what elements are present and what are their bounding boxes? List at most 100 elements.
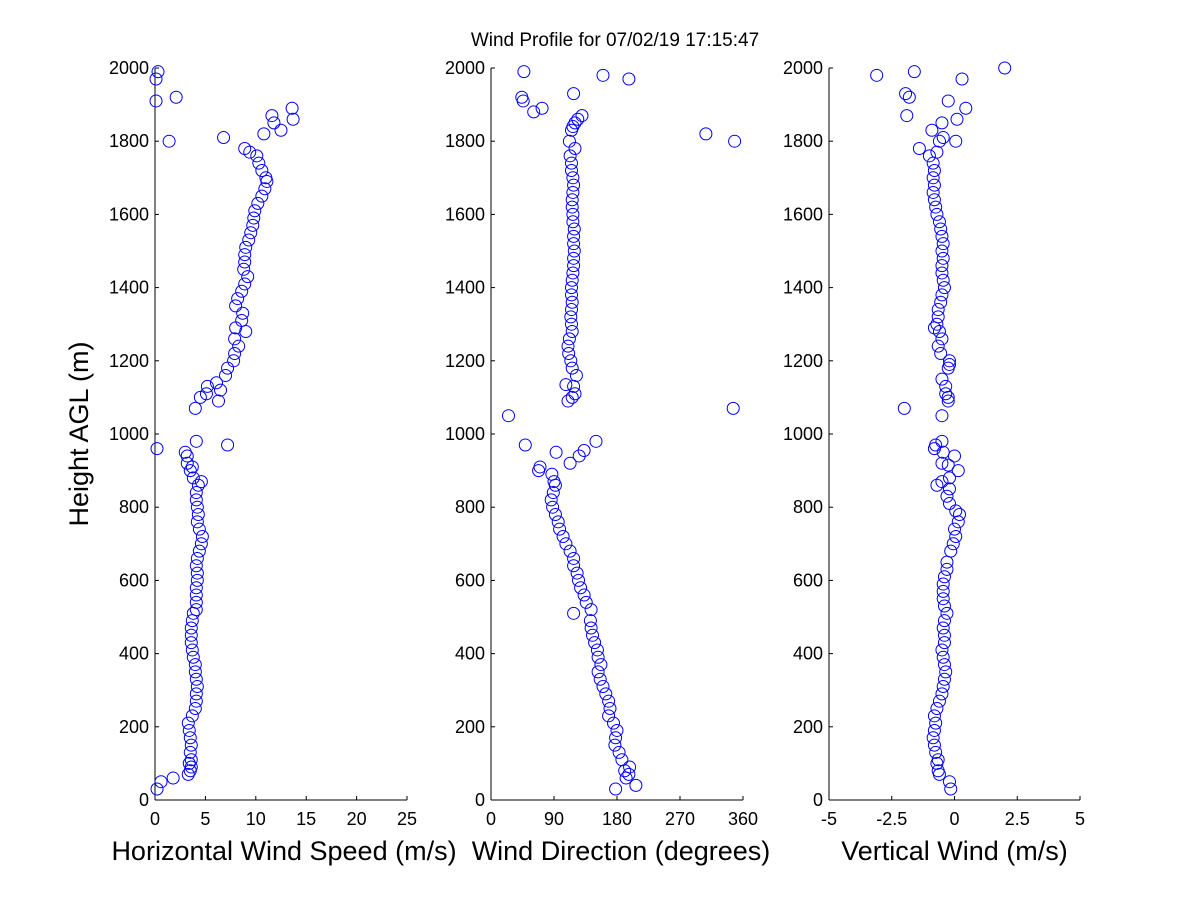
speed-x-tick-label: 25 — [397, 809, 417, 829]
speed-data-point — [184, 628, 198, 642]
direction-data-point — [565, 193, 579, 207]
vertical-wind-data-point — [897, 401, 911, 415]
vertical-wind-data-point — [946, 537, 960, 551]
speed-data-point — [219, 368, 233, 382]
speed-data-point — [265, 109, 279, 123]
direction-data-point — [566, 266, 580, 280]
speed-data-point — [185, 709, 199, 723]
speed-data-point — [238, 255, 252, 269]
direction-data-point — [565, 325, 579, 339]
vertical-wind-data-point — [944, 782, 958, 796]
speed-data-point — [169, 90, 183, 104]
direction-y-tick-label: 0 — [475, 790, 485, 810]
direction-x-tick-label: 360 — [728, 809, 758, 829]
speed-data-point — [184, 760, 198, 774]
direction-data-point — [565, 200, 579, 214]
direction-y-tick-label: 400 — [455, 644, 485, 664]
vertical-wind-data-point — [936, 650, 950, 664]
speed-data-point — [200, 379, 214, 393]
vertical-wind-data-point — [937, 672, 951, 686]
speed-data-point — [247, 211, 261, 225]
vertical-wind-data-point — [948, 522, 961, 536]
vertical-wind-data-point — [932, 215, 946, 229]
direction-data-point — [728, 134, 742, 148]
speed-data-point — [228, 332, 242, 346]
vertical-wind-data-point — [936, 445, 950, 459]
vertical-wind-data-point — [930, 207, 944, 221]
vertical-wind-data-point — [929, 438, 943, 452]
speed-data-point — [194, 537, 208, 551]
speed-data-point — [183, 731, 197, 745]
vertical-wind-data-point — [934, 346, 948, 360]
vertical-wind-data-point — [927, 178, 941, 192]
direction-data-point — [563, 544, 577, 558]
speed-data-point — [231, 292, 245, 306]
vertical-wind-data-point — [940, 606, 954, 620]
speed-data-point — [186, 606, 200, 620]
figure-title: Wind Profile for 07/02/19 17:15:47 — [470, 30, 760, 51]
vertical-wind-data-point — [937, 281, 951, 295]
vertical-wind-data-point — [936, 237, 950, 251]
vertical-wind-data-point — [929, 716, 943, 730]
vertical-wind-data-point — [941, 394, 955, 408]
speed-data-point — [182, 756, 196, 770]
speed-data-point — [190, 680, 204, 694]
direction-data-point — [588, 636, 602, 650]
speed-data-point — [189, 694, 203, 708]
vertical-wind-x-tick-label: 0 — [949, 809, 959, 829]
speed-data-point — [285, 101, 299, 115]
direction-data-point — [565, 390, 579, 404]
vertical-wind-data-point — [935, 332, 949, 346]
speed-data-point — [181, 716, 195, 730]
direction-data-point — [553, 522, 567, 536]
direction-data-point — [566, 185, 580, 199]
vertical-wind-data-point — [931, 310, 945, 324]
vertical-wind-panel: 0 200 400 600 800 1000 1200 1400 1600 1800 2000 -5 -… — [783, 58, 1085, 866]
direction-data-point — [546, 500, 560, 514]
speed-data-point — [149, 94, 163, 108]
speed-data-point — [189, 581, 203, 595]
direction-data-point — [590, 643, 604, 657]
direction-data-point — [602, 709, 616, 723]
vertical-wind-data-point — [930, 702, 944, 715]
vertical-wind-y-tick-label: 1400 — [783, 278, 823, 298]
direction-data-point — [567, 222, 581, 236]
vertical-wind-data-point — [936, 592, 950, 606]
speed-y-tick-label: 1200 — [109, 351, 149, 371]
vertical-wind-data-point — [936, 251, 950, 265]
direction-y-tick-label: 2000 — [445, 58, 485, 78]
vertical-wind-data-point — [927, 193, 941, 207]
speed-data-point — [185, 643, 199, 657]
direction-data-point — [518, 438, 532, 452]
vertical-wind-y-tick-label: 600 — [793, 570, 823, 590]
direction-data-point — [544, 493, 558, 507]
speed-data-point — [274, 123, 288, 137]
direction-data-point — [565, 281, 578, 295]
vertical-wind-y-tick-label: 800 — [793, 497, 823, 517]
speed-data-point — [181, 767, 195, 781]
vertical-wind-data-point — [936, 621, 950, 635]
direction-data-point — [566, 215, 580, 229]
direction-data-point — [586, 628, 599, 642]
vertical-wind-data-point — [925, 123, 939, 137]
vertical-wind-data-point — [949, 529, 963, 543]
speed-data-point — [190, 515, 204, 529]
vertical-wind-data-point — [953, 508, 967, 522]
direction-data-point — [566, 120, 580, 134]
vertical-wind-y-tick-label: 1000 — [783, 424, 823, 444]
speed-data-point — [192, 522, 206, 536]
vertical-wind-data-point — [940, 489, 954, 503]
speed-data-point — [238, 248, 252, 262]
direction-data-point — [608, 738, 622, 752]
vertical-wind-data-point — [935, 687, 949, 701]
direction-data-point — [559, 378, 573, 392]
vertical-wind-data-point — [935, 116, 949, 130]
direction-data-point — [567, 606, 581, 620]
speed-data-point — [180, 449, 194, 463]
vertical-wind-data-point — [941, 458, 955, 472]
vertical-wind-data-point — [937, 628, 951, 642]
vertical-wind-data-point — [935, 259, 949, 273]
direction-data-point — [571, 112, 585, 126]
speed-data-point — [227, 354, 241, 368]
vertical-wind-data-point — [907, 65, 921, 79]
